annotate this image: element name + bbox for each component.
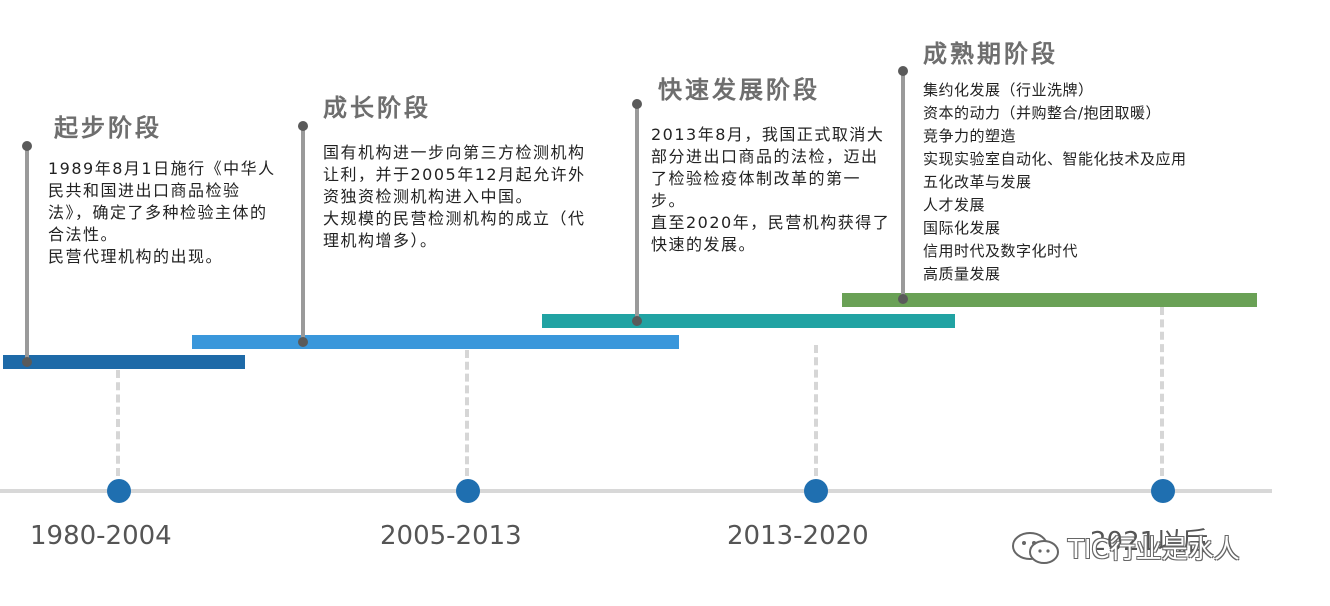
stage-pointer-2 [301, 125, 305, 342]
stage-4-list-item: 实现实验室自动化、智能化技术及应用 [923, 150, 1187, 168]
stage-description-3: 2013年8月，我国正式取消大部分进出口商品的法检，迈出了检验检疫体制改革的第一… [651, 124, 891, 256]
stage-title-4: 成熟期阶段 [923, 40, 1058, 68]
stage-pointer-dot-bottom-2 [298, 337, 308, 347]
period-label-3: 2013-2020 [727, 521, 869, 551]
connector-dash-4 [1160, 307, 1164, 476]
stage-1-paragraph: 民营代理机构的出现。 [48, 247, 224, 266]
stage-1-paragraph: 1989年8月1日施行《中华人民共和国进出口商品检验法》，确定了多种检验主体的合… [48, 159, 276, 244]
stage-4-list: 集约化发展（行业洗牌） 资本的动力（并购整合/抱团取暖） 竞争力的塑造 实现实验… [923, 79, 1323, 286]
stage-description-1: 1989年8月1日施行《中华人民共和国进出口商品检验法》，确定了多种检验主体的合… [48, 158, 284, 268]
period-marker-1 [107, 479, 131, 503]
connector-dash-2 [465, 350, 469, 476]
stage-pointer-dot-top-2 [298, 121, 308, 131]
stage-bar-1 [3, 355, 245, 369]
stage-4-list-item: 人才发展 [923, 196, 986, 214]
stage-bar-3 [542, 314, 955, 328]
period-label-4: 2021以后 [1090, 527, 1209, 557]
period-marker-3 [804, 479, 828, 503]
stage-4-list-item: 资本的动力（并购整合/抱团取暖） [923, 104, 1162, 122]
stage-4-list-item: 高质量发展 [923, 265, 1001, 283]
stage-pointer-4 [901, 70, 905, 299]
stage-pointer-dot-bottom-1 [22, 357, 32, 367]
stage-4-list-item: 五化改革与发展 [923, 173, 1032, 191]
watermark-text: TIC行业是水人 [1068, 535, 1240, 565]
period-label-1: 1980-2004 [30, 521, 172, 551]
stage-pointer-3 [635, 103, 639, 321]
stage-4-list-item: 竞争力的塑造 [923, 127, 1017, 145]
stage-pointer-dot-top-3 [632, 99, 642, 109]
stage-description-2: 国有机构进一步向第三方检测机构让利，并于2005年12月起允许外资独资检测机构进… [323, 142, 598, 252]
stage-pointer-dot-top-4 [898, 66, 908, 76]
stage-pointer-dot-bottom-4 [898, 294, 908, 304]
stage-4-list-item: 国际化发展 [923, 219, 1001, 237]
stage-2-paragraph: 国有机构进一步向第三方检测机构让利，并于2005年12月起允许外资独资检测机构进… [323, 143, 586, 206]
connector-dash-1 [116, 370, 120, 476]
stage-pointer-dot-top-1 [22, 141, 32, 151]
stage-title-1: 起步阶段 [54, 114, 162, 142]
stage-pointer-dot-bottom-3 [632, 316, 642, 326]
stage-2-paragraph: 大规模的民营检测机构的成立（代理机构增多）。 [323, 209, 586, 250]
period-marker-4 [1151, 479, 1175, 503]
stage-bar-2 [192, 335, 679, 349]
stage-4-list-item: 信用时代及数字化时代 [923, 242, 1079, 260]
timeline-axis [0, 489, 1272, 493]
stage-bar-4 [842, 293, 1257, 307]
stage-pointer-1 [25, 145, 29, 361]
period-label-2: 2005-2013 [380, 521, 522, 551]
stage-title-3: 快速发展阶段 [658, 76, 820, 104]
wechat-icon [1010, 530, 1062, 566]
stage-title-2: 成长阶段 [323, 94, 431, 122]
stage-3-paragraph: 2013年8月，我国正式取消大部分进出口商品的法检，迈出了检验检疫体制改革的第一… [651, 125, 885, 210]
stage-3-paragraph: 直至2020年，民营机构获得了快速的发展。 [651, 213, 891, 254]
period-marker-2 [456, 479, 480, 503]
connector-dash-3 [814, 345, 818, 476]
stage-4-list-item: 集约化发展（行业洗牌） [923, 81, 1094, 99]
